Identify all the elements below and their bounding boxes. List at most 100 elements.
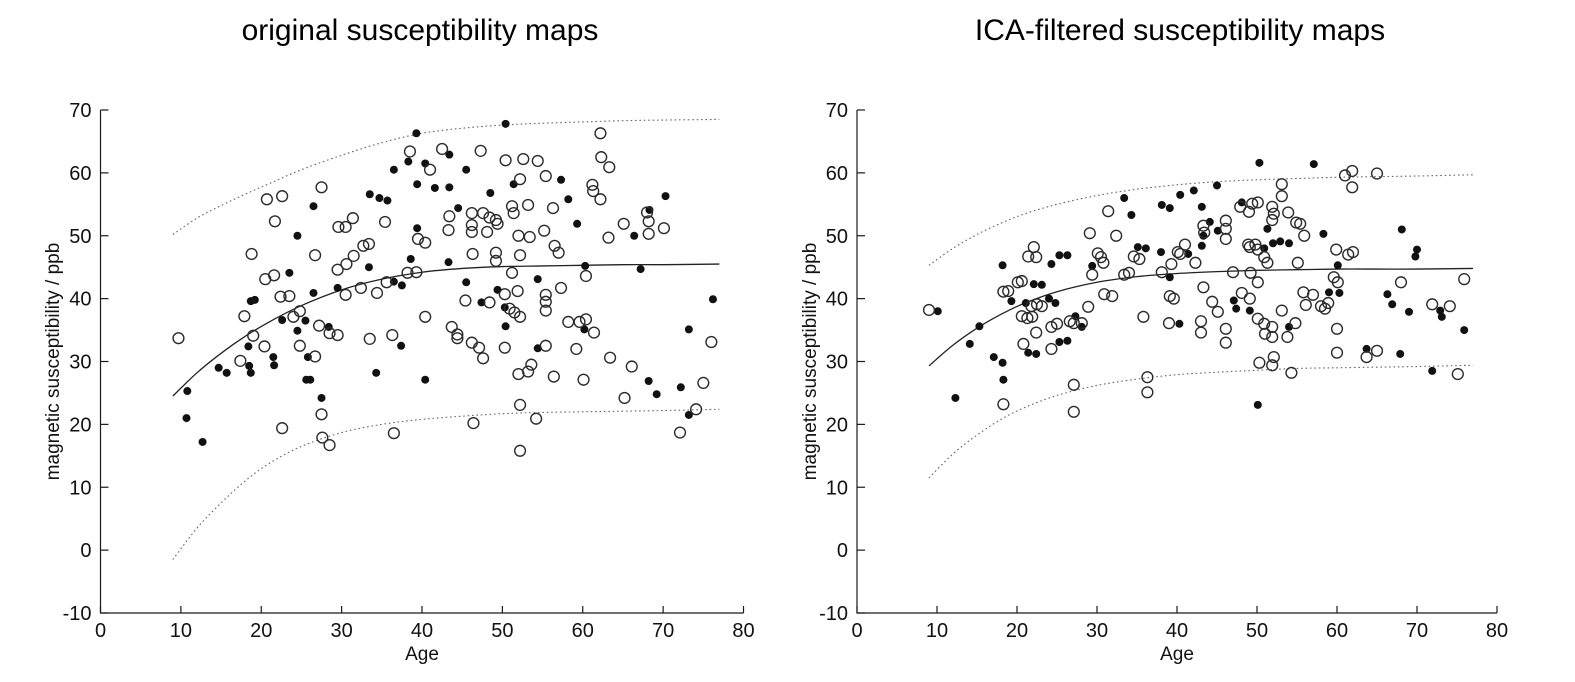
data-point-filled <box>250 295 259 304</box>
data-point-open <box>1067 317 1080 330</box>
data-point-open <box>1194 326 1208 339</box>
data-point-open <box>499 154 512 167</box>
y-tick-label: 20 <box>69 414 91 436</box>
data-point-open <box>1219 336 1232 349</box>
data-point-open <box>386 328 399 342</box>
data-point-open <box>380 276 393 289</box>
upper-limit-curve <box>172 118 720 235</box>
data-point-filled <box>1428 366 1437 375</box>
data-point-open <box>1267 350 1280 364</box>
data-point-open <box>313 319 326 332</box>
x-tick-label: 20 <box>1006 620 1028 642</box>
data-point-filled <box>998 358 1007 367</box>
data-point-filled <box>1063 251 1072 260</box>
axis-spines <box>99 110 744 614</box>
data-point-filled <box>245 361 254 370</box>
data-point-open <box>505 200 519 213</box>
fit-curve <box>172 263 720 397</box>
data-point-filled <box>1333 261 1342 270</box>
data-point-open <box>640 206 654 219</box>
data-point-filled <box>661 192 670 201</box>
data-point-open <box>1189 256 1202 269</box>
data-point-filled <box>306 375 315 384</box>
data-point-filled <box>1189 186 1198 195</box>
data-point-open <box>1017 337 1030 350</box>
data-point-open <box>1458 273 1471 286</box>
data-point-open <box>283 290 296 303</box>
data-point-open <box>1299 298 1312 312</box>
data-point-open <box>1266 213 1279 227</box>
data-point-open <box>1346 245 1360 259</box>
data-point-open <box>617 217 630 230</box>
data-point-open <box>1219 322 1232 335</box>
axes <box>856 109 1498 614</box>
data-point-open <box>1330 346 1344 359</box>
data-point-open <box>1206 295 1219 308</box>
data-point-open <box>539 295 552 308</box>
data-point-filled <box>413 224 422 233</box>
x-axis-label: Age <box>405 644 439 665</box>
data-point-open <box>625 360 638 373</box>
data-point-open <box>459 294 472 307</box>
data-point-open <box>401 266 414 279</box>
filled-markers-series <box>182 119 717 446</box>
data-point-filled <box>1007 297 1016 306</box>
data-point-filled <box>445 183 454 192</box>
data-point-open <box>442 223 455 237</box>
data-point-open <box>339 220 352 234</box>
y-tick-label: 20 <box>826 414 848 436</box>
data-point-filled <box>580 325 589 334</box>
data-point-open <box>603 161 616 174</box>
data-point-filled <box>293 231 302 240</box>
data-point-open <box>539 288 552 301</box>
y-tick-label: 0 <box>80 540 91 562</box>
data-point-open <box>234 354 247 367</box>
data-point-open <box>260 193 273 206</box>
data-point-filled <box>365 190 374 199</box>
data-point-open <box>1002 284 1015 298</box>
data-point-filled <box>364 263 373 272</box>
data-point-open <box>642 227 655 240</box>
data-point-open <box>546 201 560 215</box>
data-point-filled <box>412 129 421 138</box>
data-point-open <box>1294 217 1307 230</box>
data-point-open <box>705 335 718 349</box>
data-point-open <box>1035 300 1048 313</box>
data-point-open <box>618 391 631 405</box>
data-point-open <box>1243 240 1256 254</box>
data-point-filled <box>501 322 510 331</box>
data-point-filled <box>1319 229 1328 238</box>
data-point-open <box>1322 296 1335 310</box>
x-tick-label: 60 <box>1326 620 1348 642</box>
data-point-open <box>1451 367 1464 381</box>
y-tick-label: 70 <box>69 100 91 122</box>
data-point-open <box>1197 219 1210 232</box>
data-point-open <box>340 257 353 271</box>
data-point-open <box>1275 178 1288 191</box>
data-point-open <box>1275 304 1288 317</box>
data-point-open <box>483 211 496 224</box>
data-point-filled <box>1120 194 1129 203</box>
data-point-open <box>552 246 565 259</box>
open-markers-series <box>172 127 718 457</box>
x-tick-label: 70 <box>1406 620 1428 642</box>
data-point-open <box>362 237 376 251</box>
data-point-open <box>1045 342 1058 356</box>
data-point-open <box>443 210 456 223</box>
data-point-filled <box>285 268 294 277</box>
data-point-open <box>387 427 400 440</box>
x-tick-label: 10 <box>170 620 192 642</box>
data-point-filled <box>182 414 191 423</box>
y-tick-label: 60 <box>69 163 91 185</box>
data-point-open <box>517 152 530 166</box>
data-point-open <box>586 178 599 191</box>
data-point-open <box>476 352 490 365</box>
data-point-open <box>293 339 306 352</box>
data-point-open <box>1360 350 1373 364</box>
data-point-open <box>512 229 525 242</box>
data-point-filled <box>1437 312 1446 321</box>
x-tick-label: 50 <box>491 620 513 642</box>
data-point-filled <box>445 150 454 159</box>
data-point-open <box>435 142 449 156</box>
